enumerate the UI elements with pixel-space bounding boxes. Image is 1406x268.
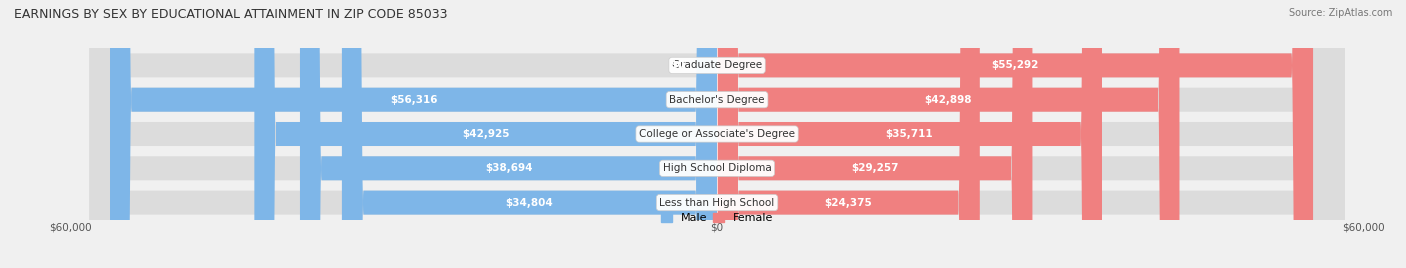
FancyBboxPatch shape [342, 0, 717, 268]
Text: $42,925: $42,925 [463, 129, 509, 139]
Text: $38,694: $38,694 [485, 163, 533, 173]
FancyBboxPatch shape [90, 0, 1344, 268]
FancyBboxPatch shape [90, 0, 1344, 268]
Text: Less than High School: Less than High School [659, 198, 775, 208]
FancyBboxPatch shape [254, 0, 717, 268]
Text: $34,804: $34,804 [506, 198, 554, 208]
Text: Graduate Degree: Graduate Degree [672, 60, 762, 70]
Text: Bachelor's Degree: Bachelor's Degree [669, 95, 765, 105]
FancyBboxPatch shape [110, 0, 717, 268]
FancyBboxPatch shape [299, 0, 717, 268]
Text: EARNINGS BY SEX BY EDUCATIONAL ATTAINMENT IN ZIP CODE 85033: EARNINGS BY SEX BY EDUCATIONAL ATTAINMEN… [14, 8, 447, 21]
Text: Source: ZipAtlas.com: Source: ZipAtlas.com [1288, 8, 1392, 18]
Text: $56,316: $56,316 [389, 95, 437, 105]
Text: $35,711: $35,711 [886, 129, 934, 139]
Legend: Male, Female: Male, Female [657, 209, 778, 228]
FancyBboxPatch shape [717, 0, 1102, 268]
Text: $55,292: $55,292 [991, 60, 1039, 70]
FancyBboxPatch shape [717, 0, 980, 268]
Text: $0: $0 [671, 60, 685, 70]
Text: $29,257: $29,257 [851, 163, 898, 173]
FancyBboxPatch shape [717, 0, 1313, 268]
FancyBboxPatch shape [90, 0, 1344, 268]
Text: $24,375: $24,375 [824, 198, 872, 208]
Text: High School Diploma: High School Diploma [662, 163, 772, 173]
FancyBboxPatch shape [717, 0, 1032, 268]
FancyBboxPatch shape [717, 0, 1180, 268]
Text: $42,898: $42,898 [925, 95, 972, 105]
FancyBboxPatch shape [90, 0, 1344, 268]
Text: College or Associate's Degree: College or Associate's Degree [640, 129, 794, 139]
FancyBboxPatch shape [90, 0, 1344, 268]
